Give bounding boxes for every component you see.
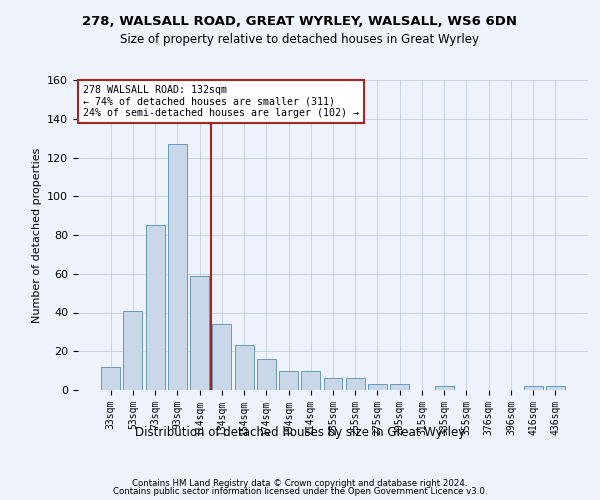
Bar (524, 386, 542, 390)
Bar (190, 276, 209, 390)
Bar (257, 359, 276, 390)
Text: 278, WALSALL ROAD, GREAT WYRLEY, WALSALL, WS6 6DN: 278, WALSALL ROAD, GREAT WYRLEY, WALSALL… (83, 15, 517, 28)
Bar (101, 367, 120, 390)
Text: 278 WALSALL ROAD: 132sqm
← 74% of detached houses are smaller (311)
24% of semi-: 278 WALSALL ROAD: 132sqm ← 74% of detach… (83, 84, 359, 118)
Text: Contains public sector information licensed under the Open Government Licence v3: Contains public sector information licen… (113, 487, 487, 496)
Bar (323, 378, 343, 390)
Text: Contains HM Land Registry data © Crown copyright and database right 2024.: Contains HM Land Registry data © Crown c… (132, 478, 468, 488)
Bar (435, 386, 454, 390)
Bar (212, 324, 231, 390)
Bar (368, 384, 387, 390)
Bar (301, 370, 320, 390)
Bar (546, 386, 565, 390)
Bar (346, 378, 365, 390)
Bar (235, 346, 254, 390)
Bar (124, 310, 142, 390)
Y-axis label: Number of detached properties: Number of detached properties (32, 148, 41, 322)
Text: Distribution of detached houses by size in Great Wyrley: Distribution of detached houses by size … (135, 426, 465, 439)
Bar (146, 226, 164, 390)
Bar (390, 384, 409, 390)
Bar (279, 370, 298, 390)
Bar (168, 144, 187, 390)
Text: Size of property relative to detached houses in Great Wyrley: Size of property relative to detached ho… (121, 32, 479, 46)
